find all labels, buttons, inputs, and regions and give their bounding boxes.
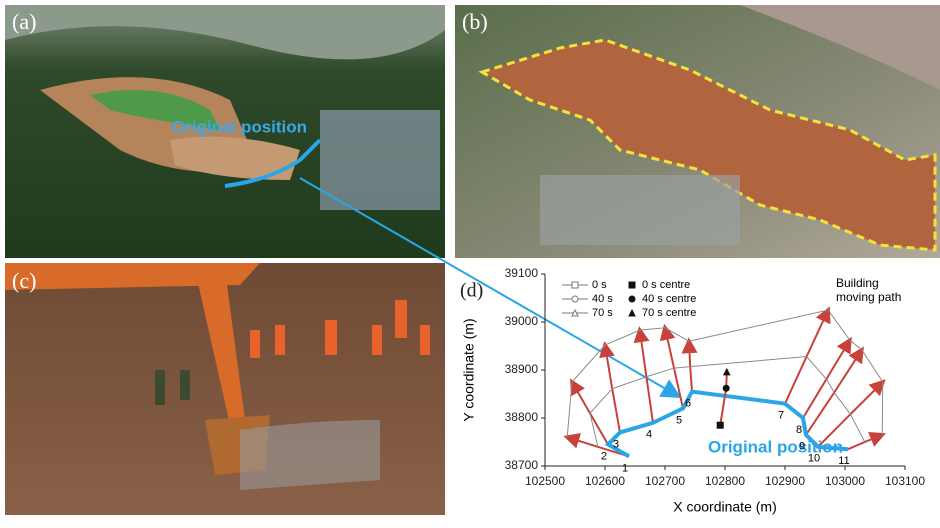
moving-path (563, 433, 630, 458)
point-label: 11 (838, 455, 849, 467)
point-label: 3 (613, 438, 619, 450)
point-label: 4 (646, 429, 652, 441)
y-axis-title: Y coordinate (m) (461, 318, 477, 421)
panel-label: (d) (460, 280, 483, 302)
x-tick-label: 102900 (765, 474, 805, 488)
outline (566, 309, 884, 438)
photo-a (5, 5, 445, 258)
y-tick-label: 38900 (505, 362, 539, 376)
x-tick-label: 103000 (825, 474, 865, 488)
annotation: Original position (708, 437, 843, 456)
centre-point (722, 384, 730, 392)
y-tick-label: 38700 (505, 458, 539, 472)
x-tick-label: 103100 (885, 474, 925, 488)
legend-marker (571, 295, 579, 303)
legend-marker (628, 281, 636, 289)
point-label: 1 (622, 462, 628, 474)
x-tick-label: 102500 (525, 474, 565, 488)
x-tick-label: 102600 (585, 474, 625, 488)
point-label: 5 (676, 414, 682, 426)
x-tick-label: 102800 (705, 474, 745, 488)
centre-path (719, 371, 728, 426)
y-tick-label: 39000 (505, 314, 539, 328)
connector-arrow (299, 177, 682, 398)
legend-label: 0 s centre (642, 279, 690, 291)
legend-marker (628, 295, 636, 303)
legend-label: 70 s (592, 307, 613, 319)
point-label: 6 (685, 398, 691, 410)
x-tick-label: 102700 (645, 474, 685, 488)
centre-point (716, 421, 724, 429)
legend-marker (628, 308, 636, 317)
photo-b (455, 5, 940, 258)
legend-marker (571, 308, 579, 317)
legend-label: 0 s (592, 279, 607, 291)
y-tick-label: 38800 (505, 410, 539, 424)
moving-path (847, 431, 886, 451)
point-label: 7 (778, 410, 784, 422)
point-label: 9 (799, 441, 805, 453)
legend-marker (571, 281, 579, 289)
legend-label: 70 s centre (642, 307, 696, 319)
legend-label: 40 s (592, 293, 613, 305)
panel-label: (c) (12, 268, 36, 293)
annotation: Original position (172, 117, 307, 136)
annotation: Building (836, 276, 879, 290)
point-label: 10 (808, 453, 820, 465)
photo-c (5, 263, 445, 515)
outline (589, 356, 866, 447)
centre-point (722, 367, 731, 376)
x-axis-title: X coordinate (m) (673, 499, 776, 515)
outline (604, 389, 849, 459)
point-label: 8 (796, 424, 802, 436)
panel-label: (a) (12, 9, 36, 34)
point-label: 2 (601, 450, 607, 462)
y-tick-label: 39100 (505, 266, 539, 280)
annotation: moving path (836, 290, 901, 304)
legend-label: 40 s centre (642, 293, 696, 305)
panel-label: (b) (462, 9, 488, 34)
